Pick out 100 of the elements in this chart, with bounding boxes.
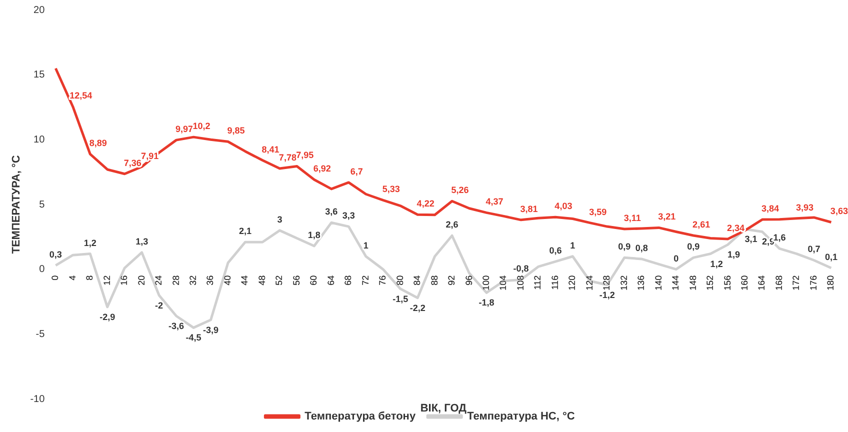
- data-label: -2: [155, 300, 164, 310]
- x-tick-label: 24: [154, 275, 164, 286]
- x-tick-label: 92: [446, 275, 457, 286]
- x-tick-label: 60: [308, 275, 319, 286]
- x-tick-label: 40: [222, 275, 232, 286]
- x-tick-label: 108: [515, 275, 526, 290]
- data-label: 1,9: [728, 250, 740, 260]
- x-tick-label: 76: [378, 275, 388, 286]
- data-label: 6,92: [313, 164, 331, 174]
- data-label: 3,63: [830, 206, 848, 216]
- data-label: 0,1: [824, 252, 838, 262]
- x-tick-label: 72: [360, 275, 370, 286]
- x-tick-label: 84: [412, 275, 422, 286]
- data-label: -1,5: [392, 294, 408, 304]
- y-axis-title: ТЕМПЕРАТУРА, °C: [10, 155, 23, 254]
- x-axis-title: ВІК, ГОД: [420, 402, 467, 415]
- x-tick-label: 132: [618, 275, 629, 290]
- data-label: -2,2: [410, 302, 426, 313]
- data-label: 0,9: [618, 242, 631, 252]
- data-label: 1: [570, 240, 576, 250]
- data-label: 10,2: [192, 121, 210, 132]
- data-label: -3,6: [168, 321, 184, 331]
- data-label: 4,37: [486, 196, 504, 207]
- data-label: 8,89: [89, 138, 107, 148]
- x-tick-label: 124: [584, 275, 594, 290]
- data-label: 1: [363, 240, 368, 250]
- x-tick-label: 64: [326, 275, 336, 286]
- data-label: 5,33: [382, 184, 400, 194]
- legend-label: Температура бетону: [304, 410, 416, 423]
- x-tick-label: 168: [774, 275, 784, 290]
- data-label: 2,6: [446, 220, 458, 230]
- x-tick-label: 136: [636, 275, 646, 290]
- data-label: 4,22: [416, 198, 434, 209]
- data-label: 1,8: [308, 230, 320, 240]
- x-tick-label: 32: [188, 275, 198, 286]
- data-label: 0,8: [635, 242, 648, 253]
- data-label: 9,97: [176, 124, 194, 134]
- x-tick-label: 44: [240, 275, 250, 286]
- y-tick-label: -5: [36, 328, 46, 340]
- data-label: 4,03: [554, 201, 572, 212]
- data-label: 3,3: [342, 210, 355, 221]
- data-label: 7,95: [296, 150, 314, 160]
- data-label: 2,1: [238, 226, 252, 236]
- y-tick-label: 15: [34, 70, 46, 81]
- x-tick-label: 112: [532, 275, 543, 290]
- data-label: 1,3: [136, 236, 148, 246]
- x-tick-label: 128: [602, 275, 612, 290]
- data-label: 0: [674, 253, 679, 264]
- data-label: 3,1: [744, 234, 758, 244]
- data-label: 3,93: [796, 202, 814, 212]
- data-label: 1,6: [773, 232, 786, 243]
- x-tick-label: 68: [343, 275, 354, 286]
- x-tick-label: 0: [50, 275, 60, 280]
- data-label: -1,2: [599, 290, 615, 300]
- x-tick-label: 8: [84, 275, 95, 280]
- x-tick-label: 116: [550, 275, 560, 290]
- x-tick-label: 28: [170, 275, 181, 286]
- data-label: -2,9: [100, 312, 116, 322]
- x-tick-label: 36: [205, 275, 216, 286]
- y-tick-label: 10: [34, 134, 46, 146]
- x-tick-label: 152: [705, 275, 716, 290]
- y-tick-label: 5: [39, 199, 46, 210]
- data-label: 1,2: [710, 258, 723, 269]
- data-label: 7,36: [124, 158, 142, 168]
- x-tick-label: 104: [498, 275, 508, 290]
- x-tick-label: 156: [722, 275, 732, 290]
- data-label: 9,85: [227, 126, 245, 136]
- data-label: 3: [277, 214, 282, 224]
- data-label: -0,8: [513, 264, 529, 274]
- x-tick-label: 52: [274, 275, 284, 286]
- data-label: 2,34: [727, 222, 745, 233]
- data-label: 3,21: [658, 212, 676, 222]
- data-label: 0,3: [49, 249, 62, 260]
- x-tick-label: 148: [688, 275, 698, 290]
- data-label: 3,59: [589, 206, 607, 217]
- y-tick-label: -10: [30, 394, 46, 405]
- data-label: 12,54: [70, 90, 92, 101]
- x-tick-label: 140: [653, 275, 664, 290]
- data-label: -4,5: [186, 332, 202, 343]
- x-tick-label: 48: [256, 275, 267, 286]
- data-label: 0,6: [549, 246, 562, 256]
- data-label: 7,78: [278, 152, 296, 162]
- x-tick-label: 164: [756, 275, 767, 290]
- x-tick-label: 100: [480, 275, 491, 290]
- data-label: 8,41: [262, 144, 280, 154]
- y-tick-label: 20: [34, 4, 46, 16]
- x-tick-label: 56: [291, 275, 302, 286]
- data-label: 3,84: [761, 204, 780, 214]
- data-label: -3,9: [203, 324, 219, 335]
- x-tick-label: 160: [740, 275, 750, 290]
- data-label: -1,8: [478, 298, 494, 308]
- data-label: 6,7: [350, 166, 363, 176]
- x-tick-label: 80: [394, 275, 405, 286]
- data-label: 5,26: [451, 185, 469, 196]
- x-tick-label: 180: [826, 275, 836, 290]
- data-label: 0,9: [687, 242, 700, 252]
- x-tick-label: 20: [136, 275, 146, 286]
- x-tick-label: 172: [791, 275, 802, 290]
- x-tick-label: 120: [567, 275, 578, 290]
- data-label: 0,7: [808, 244, 820, 254]
